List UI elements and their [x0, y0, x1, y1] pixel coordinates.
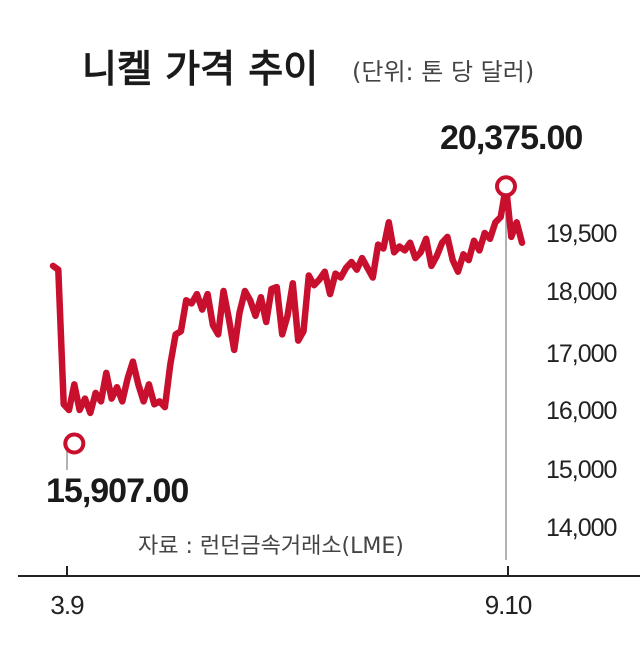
min-marker — [63, 432, 86, 455]
y-tick-label: 19,500 — [546, 220, 617, 248]
source-note: 자료 : 런던금속거래소(LME) — [138, 534, 404, 559]
unit-label: (단위: 톤 당 달러) — [352, 58, 534, 86]
max-value-label: 20,375.00 — [440, 119, 582, 157]
y-axis-ticks: 19,500 18,000 17,000 16,000 15,000 14,000 — [546, 220, 618, 542]
chart-title: 니켈 가격 추이 — [82, 47, 318, 91]
y-tick-label: 14,000 — [546, 514, 617, 542]
y-tick-label: 16,000 — [546, 397, 617, 425]
x-tick-end: 9.10 — [485, 590, 532, 620]
y-tick-label: 15,000 — [546, 456, 617, 484]
price-line — [49, 183, 526, 417]
min-value-label: 15,907.00 — [46, 472, 188, 510]
x-tick-start: 3.9 — [50, 590, 84, 620]
y-tick-label: 17,000 — [546, 340, 617, 368]
max-marker — [495, 175, 517, 198]
y-tick-label: 18,000 — [546, 278, 617, 306]
